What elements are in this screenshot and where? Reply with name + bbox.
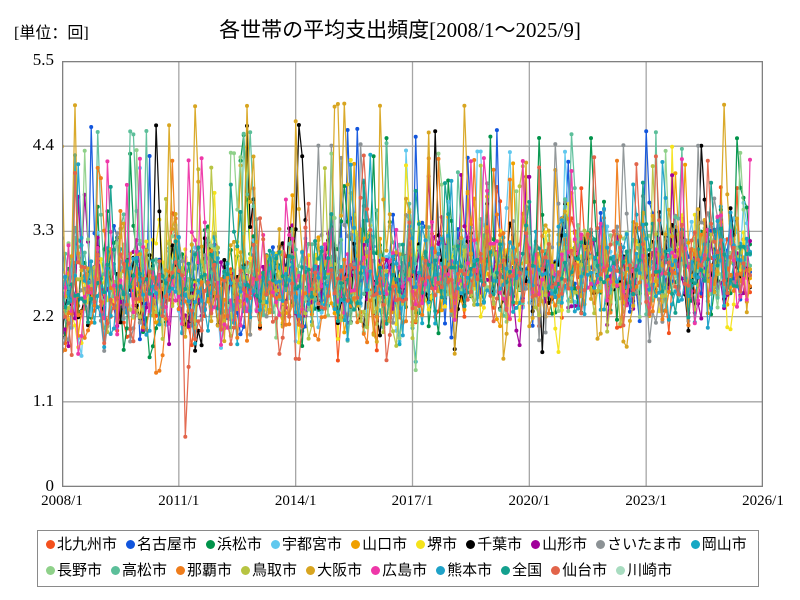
legend-marker-icon: [551, 565, 561, 575]
y-tick-label: 1.1: [32, 390, 54, 410]
legend-item[interactable]: 堺市: [416, 537, 457, 552]
unit-label: [単位：回]: [14, 25, 89, 42]
series-canvas: [62, 61, 763, 487]
y-tick-label: 5.5: [32, 50, 54, 69]
legend-label: 長野市: [57, 561, 103, 579]
x-tick-label: 2023/1: [625, 493, 667, 509]
legend-label: 北九州市: [57, 535, 118, 553]
legend-label: 山口市: [362, 535, 408, 553]
legend-marker-icon: [46, 539, 55, 549]
y-tick-label: 0: [45, 476, 55, 495]
legend-item[interactable]: さいたま市: [596, 537, 682, 552]
plot-area: [62, 61, 763, 487]
legend-label: 浜松市: [217, 535, 263, 553]
legend-marker-icon: [176, 565, 186, 575]
legend-item[interactable]: 大阪市: [306, 563, 362, 578]
y-tick-label: 4.4: [32, 135, 54, 155]
legend-item[interactable]: 広島市: [371, 563, 427, 578]
legend-item[interactable]: 全国: [501, 563, 542, 578]
legend-marker-icon: [111, 565, 121, 575]
legend-item[interactable]: 山形市: [531, 537, 587, 552]
legend-label: 千葉市: [477, 535, 523, 553]
legend-marker-icon: [690, 539, 700, 549]
legend-marker-icon: [531, 539, 541, 549]
legend-row-1: 北九州市 名古屋市 浜松市 宇都宮市 山口市 堺市 千葉市 山形市 さいたま市 岡山市: [38, 531, 758, 557]
legend-item[interactable]: 仙台市: [551, 563, 607, 578]
y-tick-label: 2.2: [32, 305, 54, 325]
legend-label: 仙台市: [562, 561, 608, 579]
x-tick-label: 2017/1: [391, 493, 434, 509]
legend-label: 堺市: [427, 535, 458, 553]
x-tick-label: 2026/1: [742, 493, 784, 509]
legend-marker-icon: [616, 565, 626, 575]
legend-label: 鳥取市: [252, 561, 298, 579]
legend-item[interactable]: 那覇市: [176, 563, 232, 578]
legend-item[interactable]: 山口市: [351, 537, 407, 552]
legend-marker-icon: [206, 539, 216, 549]
legend-marker-icon: [46, 565, 55, 575]
legend-label: 名古屋市: [137, 535, 198, 553]
y-tick-label: 3.3: [32, 220, 54, 240]
legend-item[interactable]: 川崎市: [616, 563, 672, 578]
legend-label: 広島市: [382, 561, 428, 579]
legend-marker-icon: [271, 539, 281, 549]
legend-marker-icon: [371, 565, 381, 575]
legend-label: 岡山市: [701, 535, 747, 553]
legend-marker-icon: [351, 539, 361, 549]
legend-item[interactable]: 宇都宮市: [271, 537, 342, 552]
legend-label: 宇都宮市: [282, 535, 343, 553]
legend-item[interactable]: 岡山市: [690, 535, 747, 553]
x-tick-label: 2008/1: [41, 493, 83, 509]
legend-row-2: 長野市 高松市 那覇市 鳥取市 大阪市 広島市 熊本市 全国 仙台市 川崎市: [38, 557, 758, 583]
legend-label: 熊本市: [447, 561, 493, 579]
legend-label: 全国: [512, 561, 543, 579]
legend-label: さいたま市: [607, 535, 682, 553]
legend-item[interactable]: 長野市: [46, 563, 102, 578]
x-tick-label: 2014/1: [274, 493, 317, 509]
x-tick-label: 2020/1: [508, 493, 551, 509]
legend-marker-icon: [416, 539, 426, 549]
legend-marker-icon: [436, 565, 446, 575]
legend-item[interactable]: 名古屋市: [126, 537, 197, 552]
legend-item[interactable]: 鳥取市: [241, 563, 297, 578]
legend-marker-icon: [501, 565, 511, 575]
legend-marker-icon: [466, 539, 476, 549]
legend-marker-icon: [306, 565, 316, 575]
legend-label: 那覇市: [187, 561, 233, 579]
legend-item[interactable]: 浜松市: [206, 537, 262, 552]
legend-marker-icon: [596, 539, 606, 549]
legend-item[interactable]: 北九州市: [46, 537, 117, 552]
legend-marker-icon: [241, 565, 251, 575]
x-tick-label: 2011/1: [158, 493, 200, 509]
legend-label: 山形市: [542, 535, 588, 553]
legend-item[interactable]: 熊本市: [436, 563, 492, 578]
legend-item[interactable]: 千葉市: [466, 537, 522, 552]
legend: 北九州市 名古屋市 浜松市 宇都宮市 山口市 堺市 千葉市 山形市 さいたま市 岡山市 長野市 高松…: [37, 530, 759, 587]
legend-label: 川崎市: [627, 561, 673, 579]
legend-label: 高松市: [122, 561, 168, 579]
legend-marker-icon: [126, 539, 136, 549]
legend-item[interactable]: 高松市: [111, 563, 167, 578]
legend-label: 大阪市: [317, 561, 363, 579]
chart-title: 各世帯の平均支出頻度[2008/1〜2025/9]: [219, 18, 581, 42]
